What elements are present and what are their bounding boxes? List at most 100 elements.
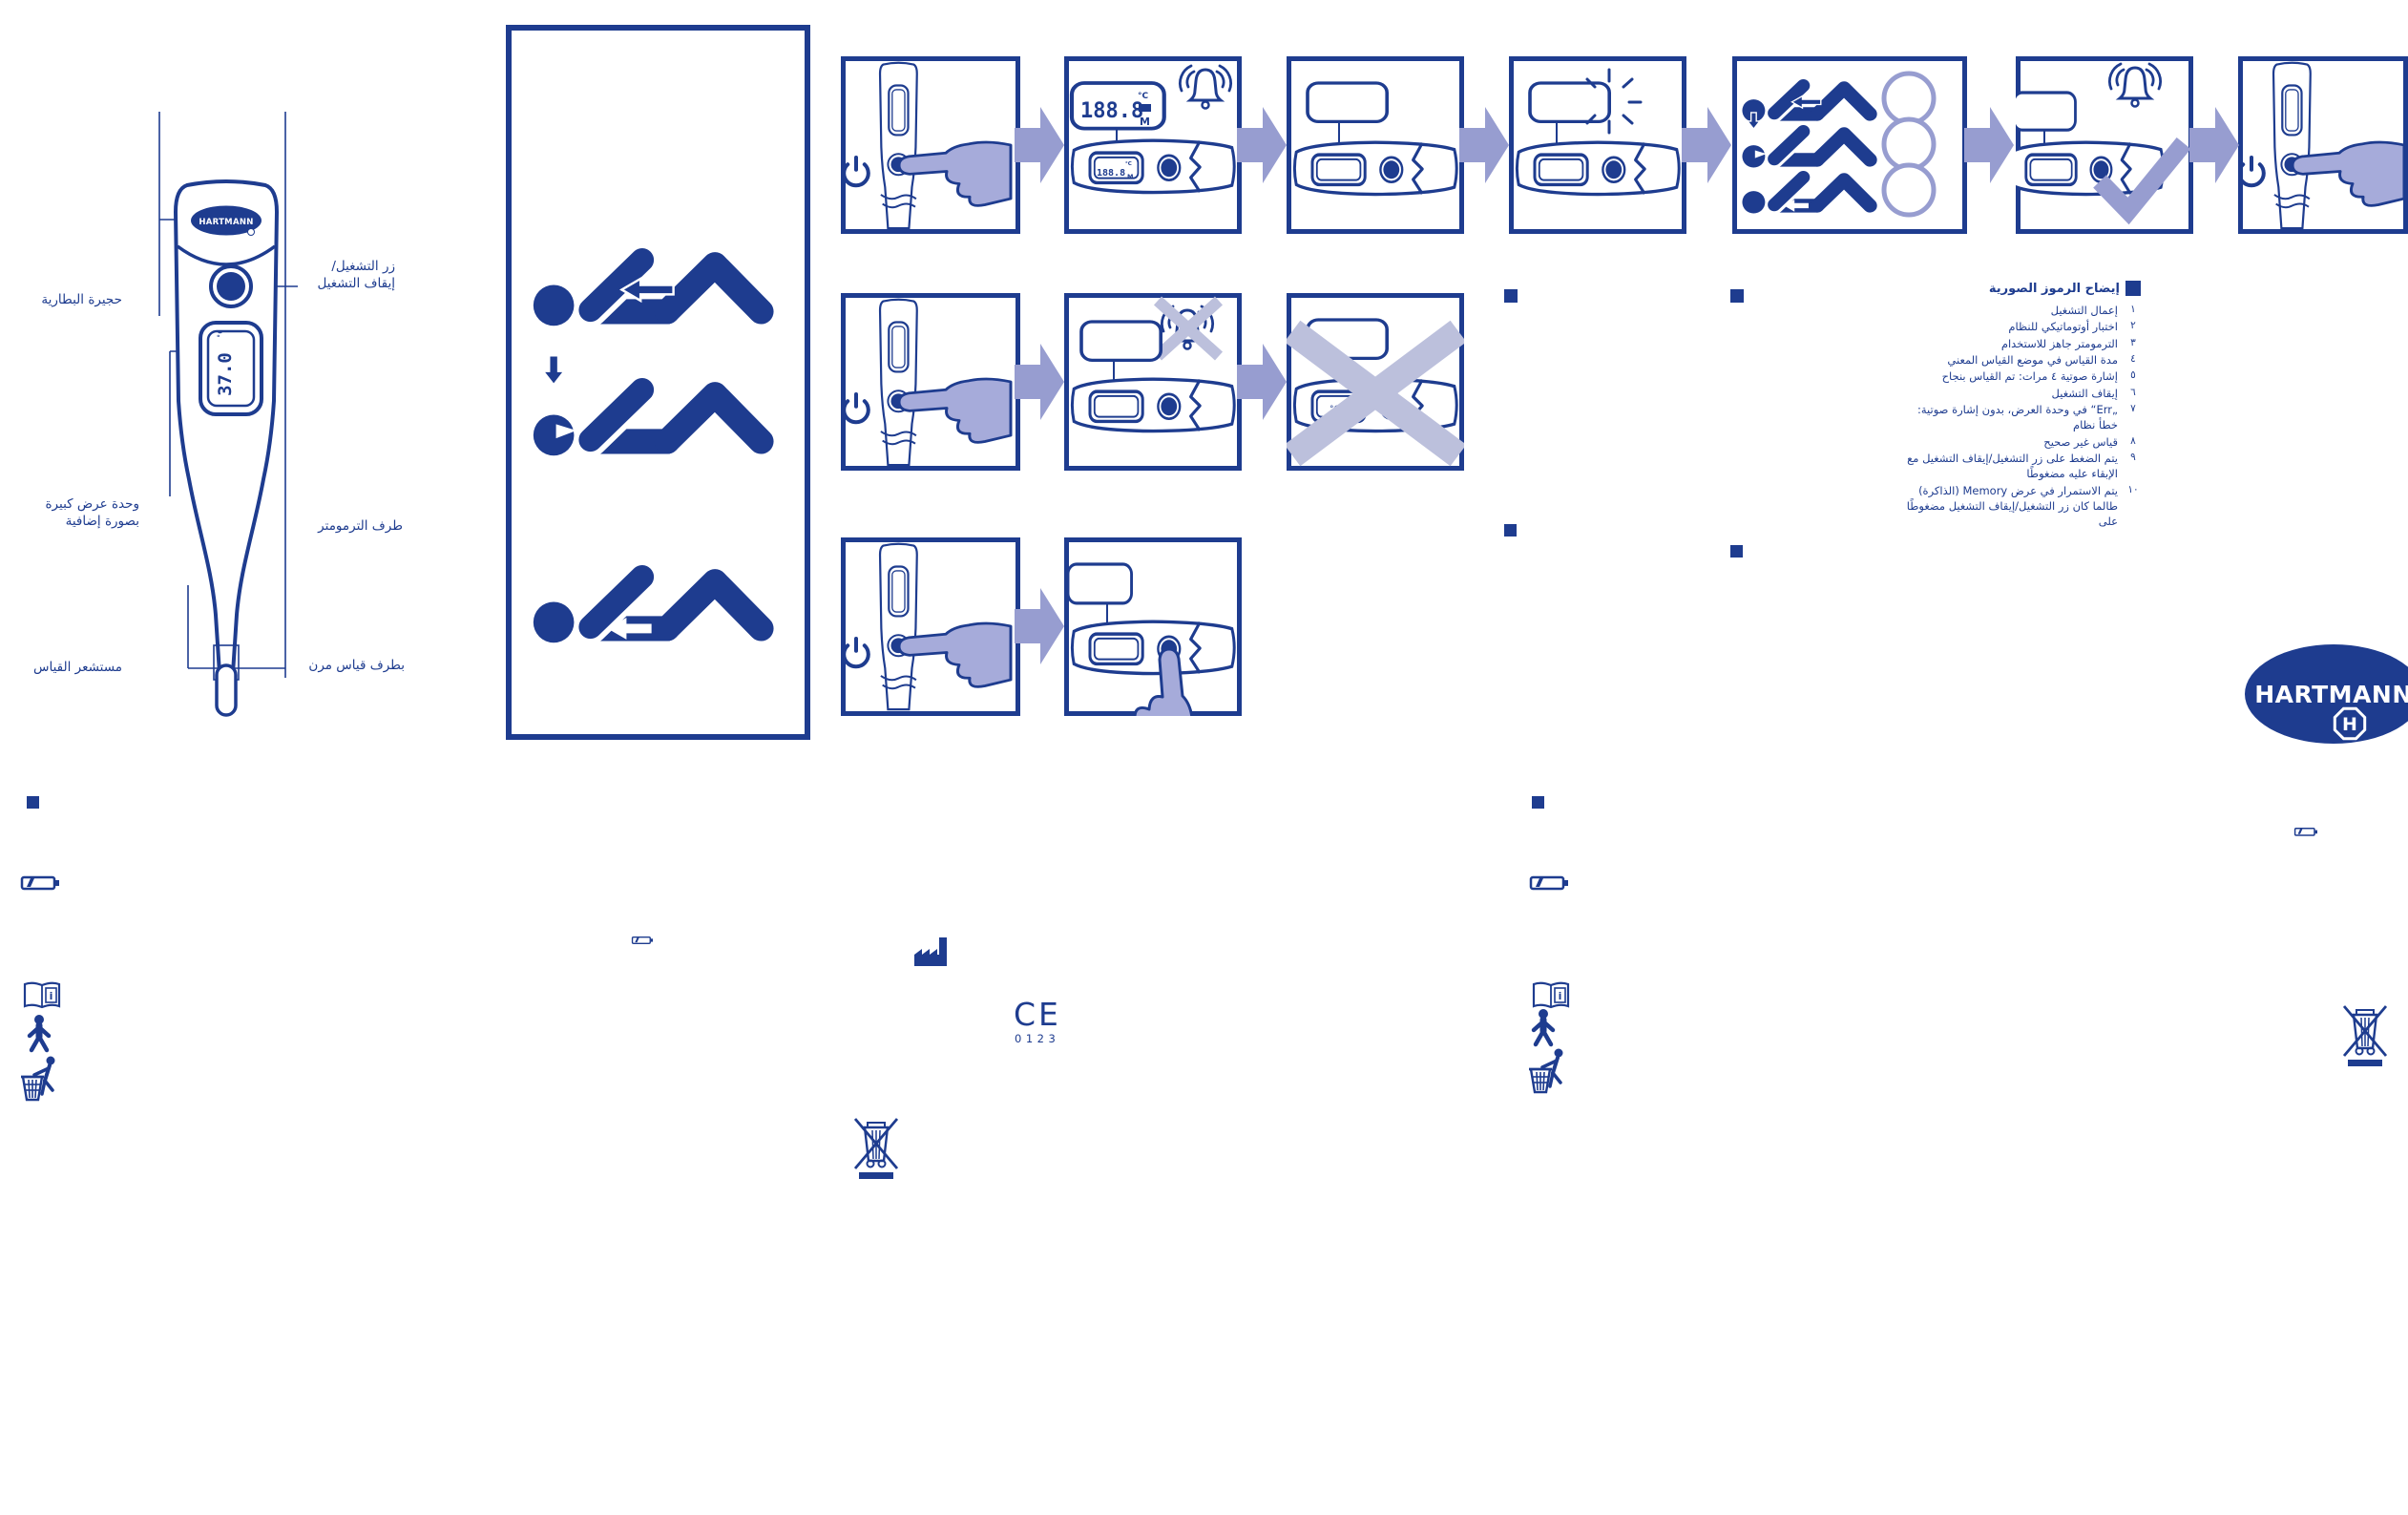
- label-power-button: زر التشغيل/ إيقاف التشغيل: [317, 259, 395, 292]
- ce-number: 0123: [1015, 1032, 1059, 1045]
- legend-item-text: مدة القياس في موضع القياس المعني: [1947, 352, 2118, 367]
- lcd-unit: °C: [217, 330, 224, 338]
- legend-item-text: الترمومتر جاهز للاستخدام: [2000, 336, 2118, 350]
- thermometer-icon: [2272, 61, 2312, 230]
- arrow-right-icon: [1015, 588, 1064, 664]
- arrow-right-icon: [1237, 107, 1287, 183]
- legend-item-number: ٤: [2130, 352, 2136, 365]
- panel-step-measuring: [1509, 56, 1686, 234]
- weee-crossed-bin-icon: [2342, 1004, 2388, 1068]
- section-square: [1504, 289, 1518, 303]
- thermometer-icon: [1515, 140, 1681, 197]
- thermometer-icon: [878, 542, 918, 711]
- arrow-right-icon: [1682, 107, 1731, 183]
- section-square: [1504, 524, 1517, 537]
- ce-mark: CE 0123: [1014, 996, 1059, 1045]
- duration-circle: [1881, 71, 1937, 126]
- legend-item: ٣ الترمومتر جاهز للاستخدام: [1895, 336, 2141, 351]
- legend-item: ٧ „Err“ في وحدة العرض، بدون إشارة صوتية: …: [1895, 402, 2141, 433]
- arrow-right-icon: [1964, 107, 2014, 183]
- legend-item: ٥ إشارة صوتية ٤ مرات: تم القياس بنجاح: [1895, 368, 2141, 384]
- callout-lcd-unit: °C: [1138, 92, 1149, 101]
- battery-icon: [1529, 875, 1570, 891]
- battery-icon: [631, 936, 654, 944]
- label-battery-compartment: حجيرة البطارية: [41, 292, 122, 307]
- instructions-booklet-icon: i: [23, 981, 61, 1009]
- panel-memory-press-on: [841, 537, 1020, 716]
- arrow-right-icon: [1459, 107, 1509, 183]
- thermometer-outline: [173, 179, 280, 711]
- panel-step-press-off: [2238, 56, 2408, 234]
- panel-error-no-signal: [1064, 293, 1242, 471]
- legend-item-number: ٥: [2130, 369, 2136, 382]
- thermometer-icon: [1070, 138, 1236, 195]
- legend-item: ٢ اختبار أوتوماتيكي للنظام: [1895, 319, 2141, 334]
- panel-memory-hold: [1064, 537, 1242, 716]
- duration-circle: [1881, 162, 1937, 218]
- legend-title: إيضاح الرموز الصورية: [1988, 281, 2120, 296]
- check-icon: [2093, 137, 2191, 225]
- section-square: [1730, 289, 1744, 303]
- legend-item-number: ٣: [2130, 336, 2136, 348]
- legend-item: ٤ مدة القياس في موضع القياس المعني: [1895, 352, 2141, 368]
- blink-burst-icon: [1585, 68, 1643, 135]
- collar-line: [176, 244, 277, 266]
- callout-lcd-value: 188.8: [1080, 99, 1143, 123]
- panel-step-success: [2016, 56, 2193, 234]
- brand-badge-dot: [247, 228, 255, 236]
- cross-bar: [1287, 320, 1464, 467]
- bell-cross-bar: [1153, 296, 1224, 361]
- manufacturer-icon: [914, 937, 947, 966]
- legend-item-number: ٨: [2130, 434, 2136, 447]
- legend-title-square: [2125, 281, 2141, 296]
- callout-memory: M: [1140, 116, 1150, 128]
- section-markers: [27, 289, 1744, 809]
- label-flexible-tip: بطرف قياس مرن: [308, 658, 405, 673]
- lcd-value: 37.0: [215, 352, 236, 396]
- battery-icon: [20, 875, 61, 891]
- symbols-legend: إيضاح الرموز الصورية ١ إعمال التشغيل ٢ اخت…: [1895, 281, 2141, 531]
- legend-item: ١ إعمال التشغيل: [1895, 303, 2141, 318]
- lcd-display-inner: [206, 329, 256, 408]
- legend-item-text: اختبار أوتوماتيكي للنظام: [2008, 320, 2118, 334]
- arrow-right-icon: [1015, 344, 1064, 420]
- panel-error-press-on: [841, 293, 1020, 471]
- panel-step-press-on: [841, 56, 1020, 234]
- sensor-tip: [215, 663, 238, 717]
- svg-text:i: i: [50, 990, 53, 1002]
- legend-item-number: ٢: [2130, 320, 2136, 332]
- arrow-right-icon: [1237, 344, 1287, 420]
- label-measuring-sensor: مستشعر القياس: [32, 660, 122, 675]
- legend-item-text: يتم الضغط على زر التشغيل/إيقاف التشغيل م…: [1907, 451, 2118, 481]
- callout-display: [1306, 81, 1389, 124]
- legend-item-number: ٦: [2130, 386, 2136, 398]
- panel-step-positions: [1732, 56, 1967, 234]
- callout-display: [1079, 320, 1162, 363]
- legend-item-text: إيقاف التشغيل: [2051, 386, 2118, 400]
- measuring-positions-box: [506, 25, 810, 740]
- legend-item-text: قياس غير صحيح: [2043, 434, 2118, 449]
- dispose-properly-icon: [19, 1054, 57, 1102]
- panel-step-ready: [1287, 56, 1464, 234]
- hartmann-logo: HARTMANN H: [2245, 644, 2408, 744]
- hartmann-logo-text: HARTMANN: [2254, 681, 2408, 708]
- svg-text:H: H: [2342, 714, 2357, 735]
- device-diagram: HARTMANN °C 37.0: [158, 112, 298, 717]
- callout-battery-icon: [1139, 104, 1151, 112]
- label-large-display: وحدة عرض كبيرة بصورة إضافية: [45, 496, 139, 530]
- thermometer-icon: [1292, 140, 1458, 197]
- legend-item-number: ١٠: [2127, 483, 2139, 495]
- device-memory: M: [1127, 173, 1133, 180]
- legend-item-number: ١: [2130, 304, 2136, 315]
- label-thermometer-tip: طرف الترمومتر: [318, 518, 403, 534]
- legend-item: ٩ يتم الضغط على زر التشغيل/إيقاف التشغيل …: [1895, 451, 2141, 482]
- legend-item: ١٠ يتم الاستمرار في عرض Memory (الذاكرة) …: [1895, 483, 2141, 530]
- duration-circle: [1881, 116, 1937, 172]
- section-square: [27, 796, 39, 809]
- callout-display: [1528, 81, 1611, 124]
- thermometer-icon: [1070, 377, 1236, 433]
- thermometer-icon: [878, 298, 918, 467]
- section-square: [1730, 545, 1743, 558]
